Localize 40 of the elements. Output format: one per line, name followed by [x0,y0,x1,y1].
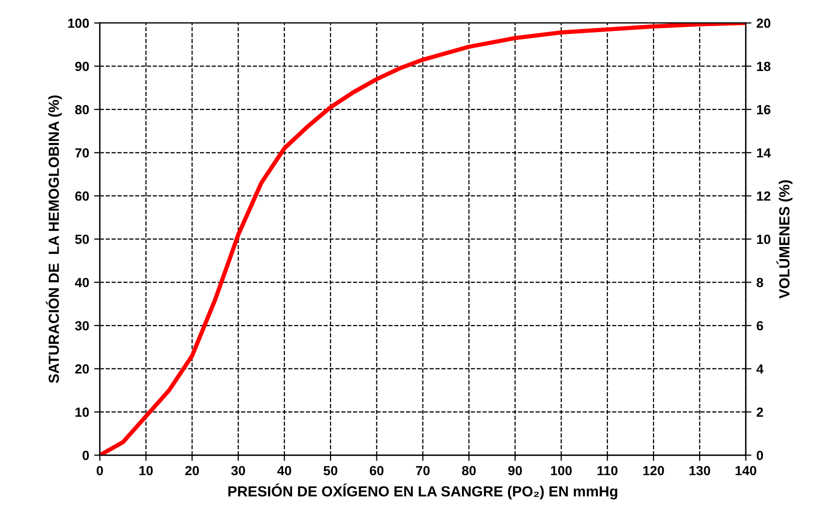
x-tick-label: 30 [231,466,246,476]
y2-tick-label: 20 [756,18,770,28]
y2-tick-label: 8 [756,278,764,288]
y-tick-label: 50 [75,234,89,244]
x-tick-label: 20 [185,466,199,476]
y-tick-label: 30 [75,321,89,330]
y-tick-label: 10 [76,408,89,417]
x-tick-label: 70 [416,466,430,476]
x-tick-label: 100 [551,466,572,476]
y-tick-label: 60 [75,191,89,201]
y-tick-label: 70 [75,148,89,158]
y2-axis-title: VOLÚMENES (%) [776,180,792,299]
x-tick-label: 80 [462,466,476,476]
y2-tick-label: 16 [757,104,770,114]
y2-tick-label: 2 [756,408,764,417]
y2-tick-label: 6 [756,321,764,330]
y2-tick-label: 0 [756,450,764,460]
x-tick-label: 60 [370,466,384,476]
x-axis-title: PRESIÓN DE OXÍGENO EN LA SANGRE (PO₂) EN mmHg [228,483,618,500]
x-tick-label: 50 [324,466,338,476]
x-tick-label: 90 [508,466,522,476]
x-tick-label: 110 [598,466,618,476]
y2-tick-label: 18 [757,62,770,72]
y2-tick-label: 12 [757,191,770,201]
y2-tick-label: 4 [756,364,764,374]
x-tick-label: 0 [96,466,103,476]
x-tick-label: 10 [139,466,153,476]
y-tick-label: 20 [75,364,89,374]
x-tick-label: 120 [643,466,664,476]
y2-tick-label: 10 [757,234,770,244]
y-tick-label: 100 [68,18,89,28]
x-tick-label: 40 [277,466,292,476]
y-tick-label: 40 [74,278,89,288]
x-tick-label: 130 [689,466,710,476]
y-tick-label: 80 [75,104,89,114]
y-axis-title: SATURACIÓN DE LA HEMOGLOBINA (%) [46,95,62,383]
y2-tick-label: 14 [757,148,771,158]
x-tick-label: 140 [736,466,756,476]
y-tick-label: 90 [75,62,89,72]
y-tick-label: 0 [82,450,89,460]
